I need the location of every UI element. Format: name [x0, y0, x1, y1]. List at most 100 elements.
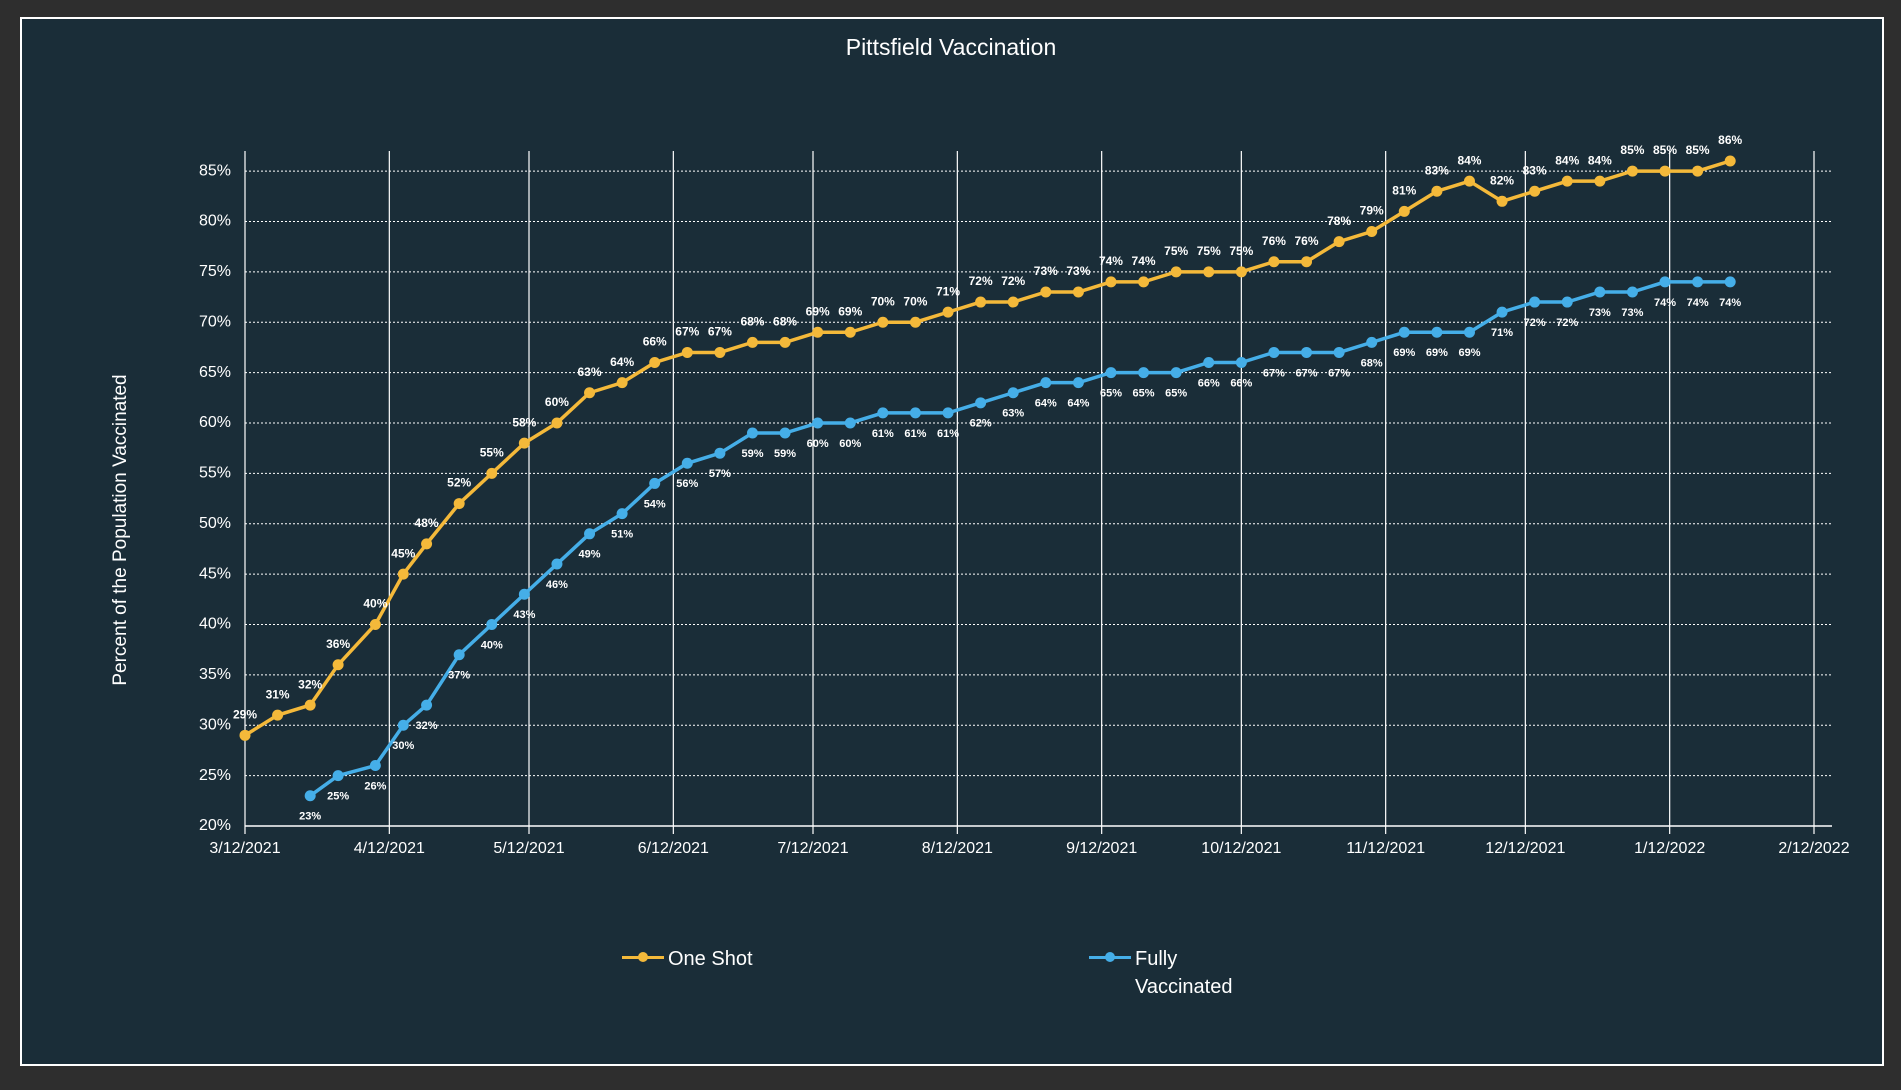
data-label: 70%	[903, 294, 927, 308]
data-point	[369, 760, 381, 772]
data-label: 72%	[1001, 274, 1025, 288]
data-point	[1105, 367, 1117, 379]
data-point	[1463, 175, 1475, 187]
data-point	[272, 709, 284, 721]
data-point	[1040, 286, 1052, 298]
legend-item: Fully Vaccinated	[1089, 945, 1245, 1001]
data-label: 69%	[1458, 347, 1480, 359]
data-point	[304, 699, 316, 711]
data-point	[1496, 306, 1508, 318]
y-tick-label: 65%	[199, 364, 231, 381]
data-point	[518, 437, 530, 449]
data-label: 57%	[709, 468, 731, 480]
data-label: 74%	[1687, 297, 1709, 309]
y-tick-label: 25%	[199, 767, 231, 784]
data-point	[551, 558, 563, 570]
legend-item: One Shot	[622, 945, 753, 973]
data-point	[1692, 276, 1704, 288]
data-point	[714, 346, 726, 358]
data-point	[1529, 296, 1541, 308]
data-label: 40%	[481, 639, 503, 651]
x-tick-label: 7/12/2021	[777, 840, 848, 857]
data-point	[1301, 256, 1313, 268]
data-point	[1301, 346, 1313, 358]
data-point	[746, 427, 758, 439]
legend-swatch	[622, 945, 664, 969]
data-point	[1366, 336, 1378, 348]
data-label: 67%	[675, 325, 699, 339]
data-point	[1072, 377, 1084, 389]
data-label: 67%	[1263, 367, 1285, 379]
data-point	[518, 588, 530, 600]
data-label: 25%	[327, 791, 349, 803]
data-point	[1561, 296, 1573, 308]
y-tick-label: 35%	[199, 666, 231, 683]
data-label: 84%	[1555, 153, 1579, 167]
data-point	[1040, 377, 1052, 389]
data-point	[1398, 326, 1410, 338]
data-label: 40%	[363, 597, 387, 611]
data-label: 67%	[1296, 367, 1318, 379]
data-point	[1626, 286, 1638, 298]
data-point	[1724, 155, 1736, 167]
legend-swatch	[1089, 945, 1131, 969]
data-point	[1594, 286, 1606, 298]
y-tick-label: 30%	[199, 716, 231, 733]
data-label: 49%	[579, 549, 601, 561]
legend-label: One Shot	[668, 948, 753, 970]
data-label: 86%	[1718, 133, 1742, 147]
data-label: 83%	[1425, 163, 1449, 177]
data-label: 76%	[1295, 234, 1319, 248]
data-label: 58%	[512, 415, 536, 429]
data-label: 65%	[1100, 387, 1122, 399]
data-point	[1072, 286, 1084, 298]
data-point	[779, 336, 791, 348]
data-point	[1366, 226, 1378, 238]
data-label: 69%	[1393, 347, 1415, 359]
data-point	[1626, 165, 1638, 177]
data-point	[1138, 367, 1150, 379]
data-point	[909, 407, 921, 419]
data-point	[649, 477, 661, 489]
data-point	[1724, 276, 1736, 288]
data-label: 64%	[1067, 398, 1089, 410]
data-label: 64%	[1035, 398, 1057, 410]
data-point	[1138, 276, 1150, 288]
data-point	[551, 417, 563, 429]
data-label: 48%	[415, 516, 439, 530]
data-label: 63%	[1002, 408, 1024, 420]
data-point	[1692, 165, 1704, 177]
data-point	[1659, 276, 1671, 288]
x-tick-label: 8/12/2021	[922, 840, 993, 857]
data-label: 84%	[1588, 153, 1612, 167]
data-point	[1235, 266, 1247, 278]
data-point	[239, 729, 251, 741]
data-label: 68%	[740, 315, 764, 329]
data-label: 83%	[1523, 163, 1547, 177]
data-label: 73%	[1589, 307, 1611, 319]
data-point	[1105, 276, 1117, 288]
data-point	[453, 649, 465, 661]
data-point	[1333, 346, 1345, 358]
y-tick-label: 50%	[199, 515, 231, 532]
data-label: 78%	[1327, 214, 1351, 228]
data-label: 52%	[447, 476, 471, 490]
chart-frame	[20, 17, 1884, 1066]
y-tick-label: 85%	[199, 162, 231, 179]
data-label: 85%	[1686, 143, 1710, 157]
data-point	[975, 296, 987, 308]
data-label: 69%	[806, 304, 830, 318]
data-label: 29%	[233, 707, 257, 721]
data-label: 60%	[807, 438, 829, 450]
data-point	[332, 770, 344, 782]
data-label: 54%	[644, 498, 666, 510]
data-point	[1431, 185, 1443, 197]
x-tick-label: 1/12/2022	[1634, 840, 1705, 857]
data-point	[812, 417, 824, 429]
data-label: 75%	[1164, 244, 1188, 258]
data-label: 46%	[546, 579, 568, 591]
data-label: 59%	[741, 448, 763, 460]
x-tick-label: 4/12/2021	[354, 840, 425, 857]
data-point	[1496, 195, 1508, 207]
